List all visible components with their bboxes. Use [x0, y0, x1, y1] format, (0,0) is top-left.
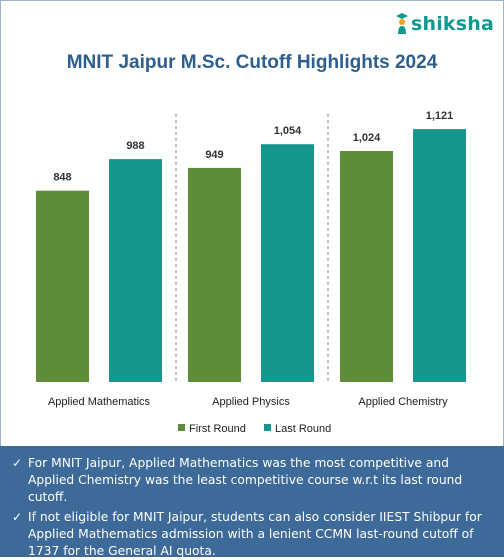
- category-label: Applied Chemistry: [358, 396, 448, 408]
- note-item: ✓ If not eligible for MNIT Jaipur, stude…: [12, 509, 492, 560]
- legend: First Round Last Round: [178, 423, 331, 435]
- legend-swatch: [264, 424, 271, 431]
- category-labels: Applied Mathematics Applied Physics Applie…: [48, 396, 448, 408]
- data-label: 1,054: [274, 125, 302, 137]
- bar-chart: 848 988 949 1,054 1,024 1,121 Applied Mathema…: [36, 110, 466, 435]
- data-label: 949: [205, 149, 223, 161]
- chart-title: MNIT Jaipur M.Sc. Cutoff Highlights 2024: [66, 52, 438, 73]
- notes-panel: ✓ For MNIT Jaipur, Applied Mathematics w…: [0, 446, 504, 560]
- legend-label: Last Round: [275, 423, 331, 435]
- data-label: 988: [126, 140, 144, 152]
- brand-logo: shiksha: [395, 12, 494, 36]
- bar: [188, 167, 241, 382]
- data-label: 848: [53, 172, 71, 184]
- note-item: ✓ For MNIT Jaipur, Applied Mathematics w…: [12, 455, 492, 506]
- data-label: 1,024: [353, 132, 381, 144]
- bar: [36, 190, 89, 382]
- category-label: Applied Mathematics: [48, 396, 151, 408]
- graduate-icon: [395, 13, 408, 34]
- legend-swatch: [178, 424, 185, 431]
- bar: [413, 129, 466, 382]
- checkmark-icon: ✓: [12, 510, 23, 524]
- bar: [109, 159, 162, 382]
- note-text: If not eligible for MNIT Jaipur, student…: [28, 510, 482, 558]
- category-label: Applied Physics: [212, 396, 290, 408]
- legend-label: First Round: [189, 423, 246, 435]
- brand-name: shiksha: [410, 13, 494, 35]
- bar: [340, 150, 393, 382]
- note-text: For MNIT Jaipur, Applied Mathematics was…: [28, 456, 463, 504]
- group-dividers: [175, 114, 329, 382]
- checkmark-icon: ✓: [12, 456, 23, 470]
- bar: [261, 144, 314, 382]
- data-label: 1,121: [426, 110, 454, 122]
- bars: [36, 129, 466, 382]
- data-labels: 848 988 949 1,054 1,024 1,121: [53, 110, 453, 184]
